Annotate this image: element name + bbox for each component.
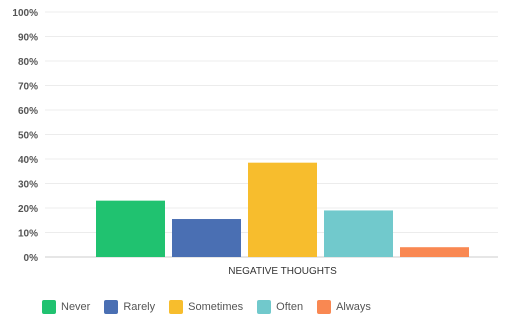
y-tick-label: 40% bbox=[18, 155, 38, 166]
legend-item-often[interactable]: Often bbox=[257, 300, 303, 314]
y-tick-label: 80% bbox=[18, 57, 38, 68]
legend-label: Never bbox=[61, 301, 91, 313]
legend-swatch bbox=[42, 300, 56, 314]
y-tick-label: 0% bbox=[24, 253, 39, 264]
legend-label: Always bbox=[336, 301, 371, 313]
legend-label: Rarely bbox=[123, 301, 156, 313]
bar-often[interactable] bbox=[324, 210, 393, 257]
category-label: NEGATIVE THOUGHTS bbox=[228, 266, 337, 277]
y-tick-label: 70% bbox=[18, 82, 38, 93]
legend: Never Rarely Sometimes Often Always bbox=[42, 300, 385, 314]
y-tick-label: 10% bbox=[18, 229, 38, 240]
y-tick-label: 60% bbox=[18, 106, 38, 117]
y-tick-label: 90% bbox=[18, 33, 38, 44]
bars bbox=[96, 162, 469, 257]
bar-always[interactable] bbox=[400, 247, 469, 257]
legend-item-always[interactable]: Always bbox=[317, 300, 371, 314]
bar-rarely[interactable] bbox=[172, 219, 241, 257]
legend-label: Sometimes bbox=[188, 301, 244, 313]
legend-swatch bbox=[257, 300, 272, 314]
legend-item-sometimes[interactable]: Sometimes bbox=[169, 300, 243, 314]
y-tick-label: 30% bbox=[18, 180, 38, 191]
bar-sometimes[interactable] bbox=[248, 162, 317, 257]
bar-never[interactable] bbox=[96, 200, 165, 257]
legend-item-never[interactable]: Never bbox=[42, 300, 90, 314]
legend-swatch bbox=[104, 300, 119, 314]
y-axis-ticks: 0% 10% 20% 30% 40% 50% 60% 70% 80% 90% 100% bbox=[12, 8, 38, 264]
legend-swatch bbox=[169, 300, 184, 314]
legend-item-rarely[interactable]: Rarely bbox=[104, 300, 155, 314]
legend-label: Often bbox=[276, 301, 304, 313]
y-tick-label: 100% bbox=[12, 8, 38, 19]
legend-swatch bbox=[317, 300, 332, 314]
y-tick-label: 20% bbox=[18, 204, 38, 215]
y-tick-label: 50% bbox=[18, 131, 38, 142]
